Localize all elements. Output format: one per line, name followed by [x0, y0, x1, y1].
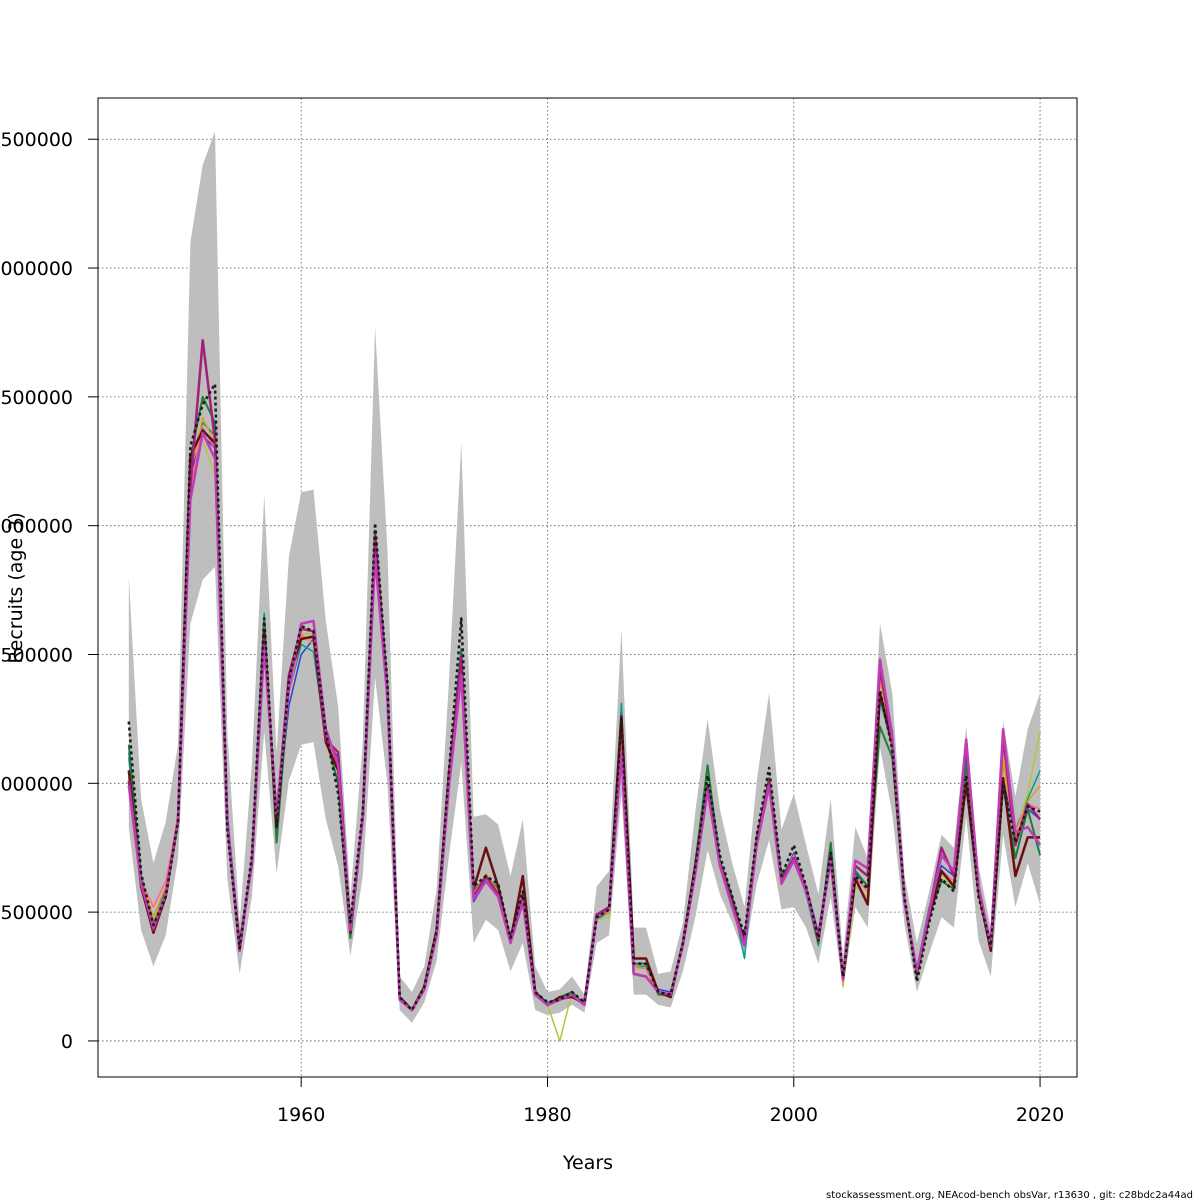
y-axis-title: Recruits (age 3) [5, 512, 27, 663]
confidence-band [128, 131, 1041, 1023]
y-tick-label: 2500000 [0, 387, 73, 409]
x-tick-label: 1980 [523, 1104, 571, 1126]
series-lines [127, 338, 1042, 1042]
x-axis: 1960 1980 2000 2020 [277, 1076, 1064, 1126]
x-tick-label: 2020 [1016, 1104, 1064, 1126]
y-tick-label: 1000000 [0, 773, 73, 795]
band-area [128, 131, 1041, 1023]
x-tick-label: 1960 [277, 1104, 325, 1126]
series-line [127, 382, 1041, 1012]
y-tick-label: 0 [61, 1031, 73, 1053]
y-tick-label: 2000000 [0, 516, 73, 538]
footer-credit: stockassessment.org, NEAcod-bench obsVar… [826, 1190, 1193, 1200]
grid [98, 98, 1077, 1077]
x-axis-title: Years [562, 1152, 613, 1174]
y-tick-label: 3500000 [0, 129, 73, 151]
y-tick-label: 1500000 [0, 644, 73, 666]
y-tick-label: 500000 [0, 902, 73, 924]
x-tick-label: 2000 [770, 1104, 818, 1126]
y-tick-label: 3000000 [0, 258, 73, 280]
y-axis: 0 500000 1000000 1500000 2000000 2500000 30000… [0, 129, 99, 1053]
